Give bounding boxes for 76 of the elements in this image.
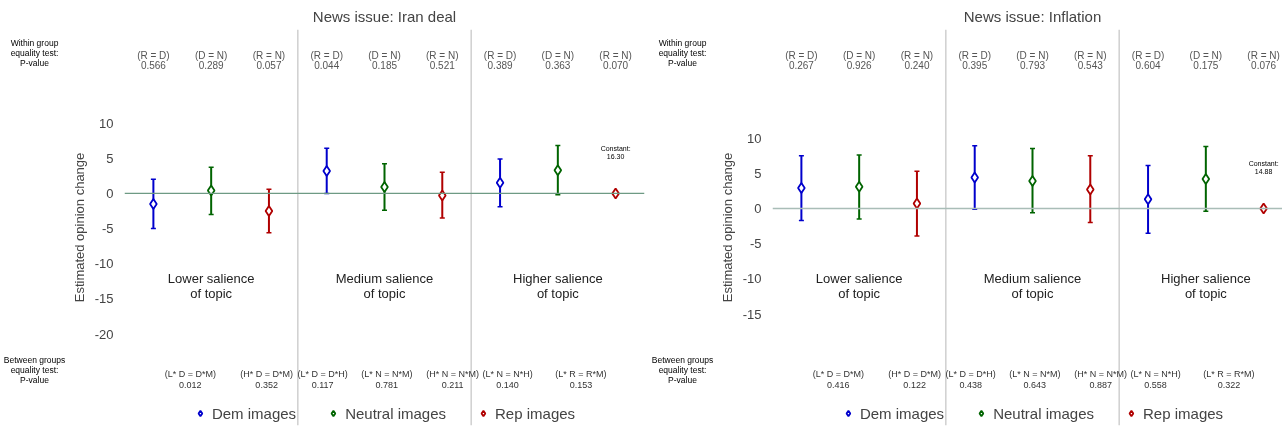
legend-label: Dem images bbox=[859, 404, 945, 422]
legend-label: Neutral images bbox=[993, 404, 1095, 422]
point bbox=[206, 184, 216, 197]
annotation: (L* N = N*H) 0.140 bbox=[482, 369, 533, 391]
point bbox=[854, 180, 864, 193]
annotation: (R = N) 0.076 bbox=[1247, 50, 1280, 72]
annotation: (L* N = N*M) 0.643 bbox=[1009, 369, 1061, 391]
annotation: (R = N) 0.521 bbox=[426, 50, 459, 72]
annotation: (R = N) 0.070 bbox=[599, 50, 632, 72]
point bbox=[1201, 172, 1211, 185]
y-tick-label: -15 bbox=[742, 306, 762, 322]
point bbox=[380, 181, 389, 193]
text: Within group equality test: P-value bbox=[10, 38, 59, 69]
chart-title: News issue: Inflation bbox=[963, 7, 1102, 25]
y-axis-title: Estimated opinion change bbox=[719, 152, 735, 303]
legend-label: Rep images bbox=[495, 404, 576, 422]
annotation: (L* R = R*M) 0.322 bbox=[1203, 369, 1255, 391]
annotation: (L* D = D*H) 0.438 bbox=[945, 369, 996, 391]
y-tick-label: 10 bbox=[747, 130, 762, 146]
annotation: (L* D = D*M) 0.012 bbox=[164, 369, 216, 391]
annotation: (D = N) 0.363 bbox=[541, 50, 575, 72]
point bbox=[149, 198, 158, 210]
y-tick-label: 0 bbox=[106, 185, 114, 201]
y-tick-label: 5 bbox=[754, 165, 762, 181]
annotation: (R = D) 0.389 bbox=[483, 50, 517, 72]
annotation: (D = N) 0.793 bbox=[1016, 50, 1049, 72]
annotation: (R = D) 0.566 bbox=[137, 50, 170, 72]
y-tick-label: -20 bbox=[94, 326, 114, 342]
point bbox=[1028, 175, 1037, 187]
annotation: (D = N) 0.175 bbox=[1189, 50, 1223, 72]
annotation: (R = D) 0.044 bbox=[310, 50, 343, 72]
annotation: (L* D = D*M) 0.416 bbox=[812, 369, 864, 391]
annotation: (L* N = N*M) 0.781 bbox=[361, 369, 413, 391]
text: Between groups equality test: P-value bbox=[651, 355, 714, 386]
annotation: (R = N) 0.543 bbox=[1074, 50, 1107, 72]
annotation: (L* D = D*H) 0.117 bbox=[297, 369, 348, 391]
annotation: Medium salience of topic bbox=[983, 271, 1082, 302]
y-tick-label: 0 bbox=[754, 200, 762, 216]
chart-title: News issue: Iran deal bbox=[312, 7, 457, 25]
annotation: (H* D = D*M) 0.122 bbox=[888, 369, 942, 391]
y-tick-label: -15 bbox=[94, 291, 114, 307]
annotation: (D = N) 0.926 bbox=[842, 50, 876, 72]
annotation: (L* N = N*H) 0.558 bbox=[1130, 369, 1181, 391]
point bbox=[1143, 193, 1153, 206]
annotation: Higher salience of topic bbox=[1161, 271, 1251, 302]
annotation: Medium salience of topic bbox=[335, 271, 434, 302]
annotation: (R = D) 0.395 bbox=[958, 50, 991, 72]
annotation: (D = N) 0.289 bbox=[194, 50, 228, 72]
y-tick-label: 10 bbox=[99, 115, 114, 131]
point bbox=[553, 164, 563, 177]
y-tick-label: -10 bbox=[742, 271, 762, 287]
annotation: (H* N = N*M) 0.211 bbox=[426, 369, 480, 391]
annotation: (L* R = R*M) 0.153 bbox=[555, 369, 607, 391]
y-tick-label: -5 bbox=[749, 236, 762, 252]
legend-label: Dem images bbox=[211, 404, 297, 422]
annotation: (R = N) 0.057 bbox=[252, 50, 286, 72]
annotation: (H* N = N*M) 0.887 bbox=[1074, 369, 1128, 391]
point bbox=[264, 205, 274, 217]
annotation: (R = N) 0.240 bbox=[900, 50, 934, 72]
text: Within group equality test: P-value bbox=[658, 38, 707, 69]
y-tick-label: 5 bbox=[106, 150, 114, 166]
text: Between groups equality test: P-value bbox=[3, 355, 66, 386]
annotation: (H* D = D*M) 0.352 bbox=[240, 369, 294, 391]
y-axis-title: Estimated opinion change bbox=[71, 152, 87, 303]
y-tick-label: -10 bbox=[94, 256, 114, 272]
y-tick-label: -5 bbox=[101, 221, 114, 237]
legend-label: Neutral images bbox=[345, 404, 447, 422]
point bbox=[797, 182, 806, 194]
annotation: Lower salience of topic bbox=[167, 271, 255, 302]
annotation: Lower salience of topic bbox=[815, 271, 903, 302]
annotation: (D = N) 0.185 bbox=[368, 50, 401, 72]
annotation: (R = D) 0.604 bbox=[1131, 50, 1165, 72]
annotation: (R = D) 0.267 bbox=[785, 50, 818, 72]
legend-label: Rep images bbox=[1143, 404, 1224, 422]
annotation: Higher salience of topic bbox=[513, 271, 603, 302]
point bbox=[495, 176, 505, 189]
